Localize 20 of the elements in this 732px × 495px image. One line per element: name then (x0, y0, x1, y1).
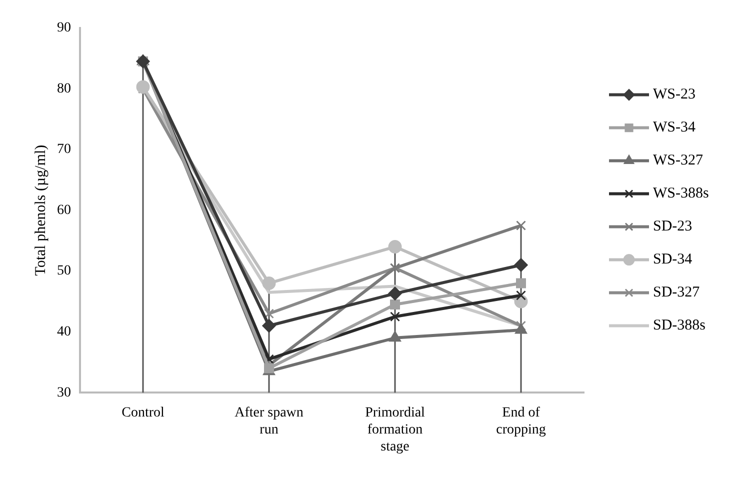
legend-label: WS-34 (653, 120, 696, 136)
x-tick-label: Primordial formation stage (365, 406, 426, 454)
legend-label: SD-23 (653, 218, 692, 235)
y-tick-label: 40 (57, 324, 71, 340)
legend-label: SD-388s (653, 318, 706, 334)
y-tick-label: 60 (57, 202, 71, 218)
y-tick-label: 80 (57, 81, 71, 96)
legend-label: SD-34 (653, 252, 693, 268)
y-tick-label: 50 (57, 264, 71, 279)
x-tick-label: Control (122, 406, 164, 421)
legend-label: SD-327 (653, 284, 700, 301)
legend-label: WS-388s (653, 186, 709, 202)
x-tick-label: After spawn run (234, 406, 304, 438)
y-tick-label: 30 (57, 385, 71, 400)
legend-label: WS-23 (653, 86, 696, 103)
y-tick-label: 90 (57, 20, 71, 36)
y-axis-title: Total phenols (µg/ml) (32, 144, 49, 276)
y-tick-label: 70 (57, 142, 71, 158)
legend-label: WS-327 (653, 152, 704, 169)
x-tick-label: End of cropping (496, 406, 546, 438)
